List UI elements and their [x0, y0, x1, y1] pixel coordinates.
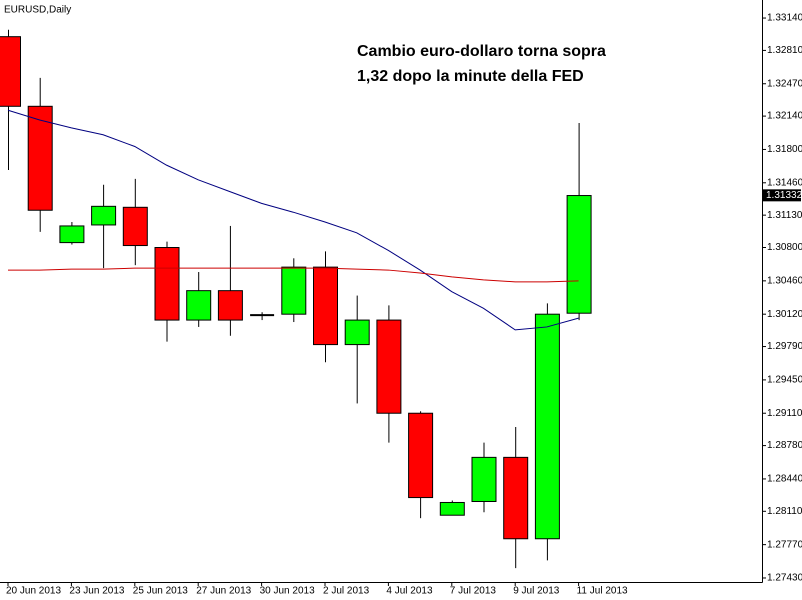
x-tick-label: 11 Jul 2013 — [577, 586, 628, 597]
y-tick-label: 1.31800 — [767, 144, 802, 155]
candle-body — [0, 36, 21, 107]
candle-body — [408, 412, 434, 499]
current-price-box — [763, 189, 801, 202]
candle-body — [471, 456, 497, 502]
y-tick-label: 1.31460 — [767, 177, 802, 188]
y-tick-label: 1.32140 — [767, 111, 802, 122]
x-tick-label: 30 Jun 2013 — [260, 586, 315, 597]
candle-body — [217, 290, 243, 321]
y-tick-label: 1.31130 — [767, 210, 802, 221]
x-tick-label: 2 Jul 2013 — [323, 586, 370, 597]
y-tick-label: 1.33140 — [767, 13, 802, 24]
y-tick-label: 1.32810 — [767, 45, 802, 56]
x-tick-label: 9 Jul 2013 — [513, 586, 560, 597]
candle-body — [503, 456, 529, 540]
candle-body — [59, 225, 85, 244]
candle-body — [439, 501, 465, 516]
y-tick-label: 1.27430 — [767, 573, 802, 584]
candle-body — [281, 266, 307, 315]
annotation: Cambio euro-dollaro torna sopra — [357, 43, 606, 60]
chart-title: EURUSD,Daily — [4, 5, 71, 16]
moving-average — [8, 267, 579, 283]
y-tick-label: 1.28440 — [767, 474, 802, 485]
y-tick-label: 1.30120 — [767, 309, 802, 320]
candle-body — [27, 105, 53, 211]
candle-body — [91, 205, 117, 226]
x-tick-label: 4 Jul 2013 — [386, 586, 433, 597]
x-tick-label: 27 Jun 2013 — [196, 586, 251, 597]
candle-body — [313, 266, 338, 346]
moving-average — [7, 109, 579, 331]
x-tick-label: 20 Jun 2013 — [6, 586, 61, 597]
y-tick-label: 1.27770 — [767, 539, 802, 550]
x-tick-label: 23 Jun 2013 — [69, 586, 124, 597]
candle-body — [154, 247, 180, 321]
candle-body — [122, 206, 148, 247]
y-tick-label: 1.32470 — [767, 78, 802, 89]
y-tick-label: 1.28780 — [767, 440, 802, 451]
candle-body — [376, 319, 402, 414]
y-tick-label: 1.29450 — [767, 375, 802, 386]
y-tick-label: 1.30460 — [767, 275, 802, 286]
x-tick-label: 7 Jul 2013 — [450, 586, 497, 597]
x-tick-label: 25 Jun 2013 — [133, 586, 188, 597]
y-tick-label: 1.29790 — [767, 341, 802, 352]
y-tick-label: 1.28110 — [767, 506, 802, 517]
candle-body — [534, 313, 560, 540]
y-tick-label: 1.30800 — [767, 242, 802, 253]
candle-body — [566, 195, 592, 314]
current-price-label: 1.31332 — [766, 190, 802, 201]
candle-body — [186, 290, 212, 321]
candle-body — [344, 319, 370, 346]
y-tick-label: 1.29110 — [767, 408, 802, 419]
annotation: 1,32 dopo la minute della FED — [357, 68, 584, 85]
